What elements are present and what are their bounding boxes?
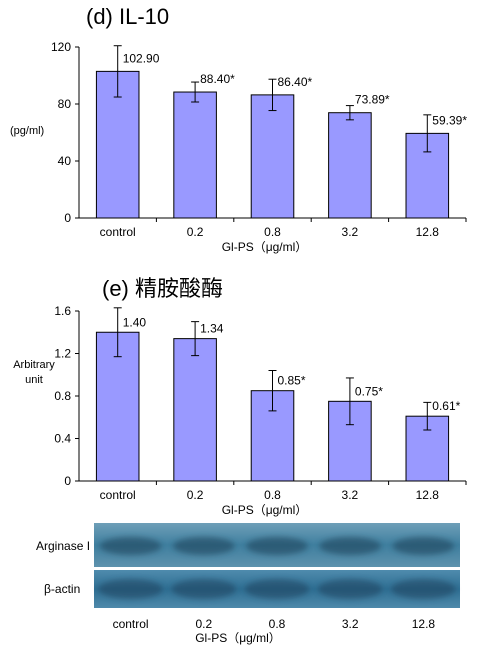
- arginase-band-1: [173, 537, 235, 555]
- western-blot: [94, 523, 460, 608]
- panel-d-category-label-0: control: [100, 225, 136, 239]
- panel-e-data-label-2: 0.85*: [278, 374, 306, 388]
- panel-d-y-tick-label: 120: [51, 40, 71, 54]
- panel-d-data-label-0: 102.90: [123, 51, 160, 65]
- blot-lane-label-3: 3.2: [342, 617, 359, 631]
- beta-actin-band-1: [171, 579, 237, 599]
- blot-lane-label-1: 0.2: [195, 617, 212, 631]
- blot-row-label-beta-actin: β-actin: [44, 582, 80, 596]
- panel-d-y-axis-label: (pg/ml): [10, 125, 44, 137]
- panel-e-y-tick-label: 0: [64, 474, 71, 488]
- panel-e-data-label-0: 1.40: [123, 315, 147, 329]
- panel-e-data-label-3: 0.75*: [355, 384, 383, 398]
- panel-e-chart: 0 0.4 0.8 1.2 1.6 1.40 control 1.34 0.2 0.85* 0.8 0…: [54, 304, 467, 517]
- panel-e-y-tick-label: 0.4: [54, 432, 71, 446]
- panel-d-chart: 0 40 80 120 102.90 control 88.40* 0.2 86.40* 0.8 7…: [51, 40, 467, 254]
- panel-d-bar-1: [173, 91, 217, 219]
- arginase-band-2: [246, 537, 308, 555]
- panel-d-category-label-2: 0.8: [264, 225, 281, 239]
- blot-lane-label-0: control: [113, 617, 149, 631]
- panel-d-x-axis-label: Gl-PS（μg/ml）: [222, 240, 308, 254]
- panel-e-data-label-4: 0.61*: [432, 399, 460, 413]
- panel-d-data-label-1: 88.40*: [200, 72, 235, 86]
- beta-actin-band-3: [317, 579, 383, 599]
- panel-d-y-tick-label: 0: [64, 211, 71, 225]
- beta-actin-band-0: [98, 579, 163, 599]
- panel-d-title: (d) IL-10: [86, 4, 169, 29]
- beta-actin-band-4: [391, 579, 456, 599]
- panel-e-y-tick-label: 1.2: [54, 347, 71, 361]
- blot-lane-label-4: 12.8: [412, 617, 436, 631]
- panel-e-category-label-0: control: [100, 488, 136, 502]
- panel-e-category-label-2: 0.8: [264, 488, 281, 502]
- panel-d-bar-2: [250, 94, 295, 219]
- panel-e-title: (e) 精胺酸酶: [102, 276, 223, 301]
- panel-d-y-tick-label: 80: [58, 97, 72, 111]
- panel-d-category-label-3: 3.2: [342, 225, 359, 239]
- panel-e-x-axis-label: Gl-PS（μg/ml）: [222, 503, 308, 517]
- panel-e-y-axis-label: Arbitrary unit: [13, 359, 55, 386]
- panel-e-y-tick-label: 1.6: [54, 304, 71, 318]
- panel-e-y-axis-label-line: Arbitrary: [13, 359, 55, 371]
- panel-d-y-tick-label: 40: [58, 154, 72, 168]
- panel-e-bar-1: [173, 338, 217, 482]
- blot-bands: [98, 537, 456, 599]
- panel-e-y-axis-label-line: unit: [25, 374, 43, 386]
- arginase-band-0: [99, 537, 162, 555]
- blot-x-axis-label: Gl-PS（μg/ml）: [195, 631, 281, 645]
- panel-e-category-label-4: 12.8: [416, 488, 440, 502]
- panel-d-category-label-1: 0.2: [187, 225, 204, 239]
- blot-lane-label-2: 0.8: [269, 617, 286, 631]
- panel-d-category-label-4: 12.8: [416, 225, 440, 239]
- arginase-band-4: [392, 537, 455, 555]
- panel-e-y-tick-label: 0.8: [54, 389, 71, 403]
- arginase-band-3: [319, 537, 381, 555]
- panel-d-bar-3: [328, 112, 372, 219]
- panel-d-data-label-3: 73.89*: [355, 93, 390, 107]
- beta-actin-band-2: [244, 579, 310, 599]
- blot-row-label-arginase: Arginase I: [36, 539, 90, 553]
- panel-e-data-label-1: 1.34: [200, 322, 224, 336]
- blot-lane-labels: control 0.2 0.8 3.2 12.8: [113, 617, 436, 631]
- panel-d-data-label-4: 59.39*: [432, 113, 467, 127]
- panel-d-data-label-2: 86.40*: [278, 75, 313, 89]
- panel-e-category-label-1: 0.2: [187, 488, 204, 502]
- panel-e-category-label-3: 3.2: [342, 488, 359, 502]
